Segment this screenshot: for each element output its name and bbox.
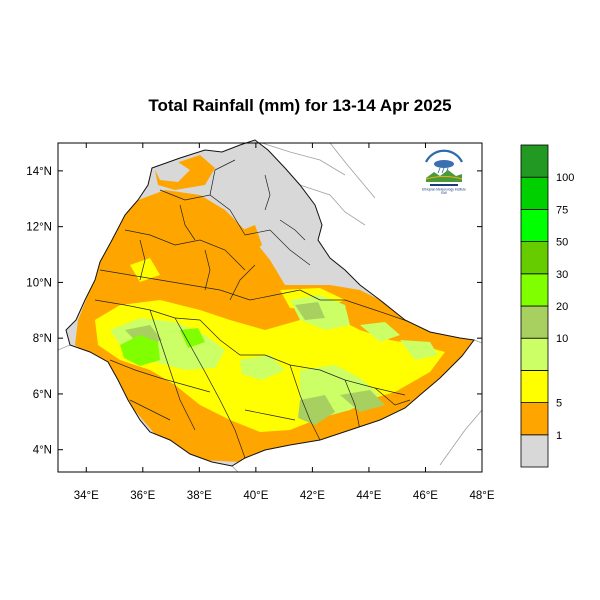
y-tick-label: 8°N — [33, 333, 52, 345]
colorbar-label: 75 — [556, 204, 568, 216]
colorbar-swatch — [520, 208, 549, 242]
x-tick-label: 44°E — [356, 490, 381, 502]
colorbar-label: 30 — [556, 269, 568, 281]
colorbar-swatch — [520, 144, 549, 178]
x-tick-label: 42°E — [300, 490, 325, 502]
colorbar-label: 1 — [556, 430, 562, 442]
colorbar-swatch — [520, 337, 549, 371]
y-tick-label: 10°N — [26, 277, 52, 289]
x-tick-label: 48°E — [469, 490, 494, 502]
x-tick-label: 34°E — [74, 490, 99, 502]
colorbar-swatch — [520, 273, 549, 307]
x-tick-label: 40°E — [243, 490, 268, 502]
colorbar-label: 20 — [556, 301, 568, 313]
y-tick-label: 12°N — [26, 222, 52, 234]
region-boundaries — [94, 159, 411, 459]
x-tick-label: 36°E — [130, 490, 155, 502]
colorbar-swatch — [520, 241, 549, 275]
x-tick-label: 38°E — [187, 490, 212, 502]
colorbar-swatch — [520, 434, 549, 468]
y-tick-label: 6°N — [33, 389, 52, 401]
colorbar-label: 100 — [556, 172, 574, 184]
colorbar-label: 10 — [556, 333, 568, 345]
logo-abbr: EMI — [441, 191, 447, 195]
map-axes: 34°E 36°E 38°E 40°E 42°E 44°E 46°E 48°E 14°N 12°N… — [26, 143, 495, 502]
y-tick-label: 4°N — [33, 445, 52, 457]
colorbar-swatch — [520, 305, 549, 339]
rain-class-below-1 — [155, 145, 345, 278]
emi-logo: Ethiopian Meteorology Institute EMI — [421, 147, 467, 195]
colorbar-label: 50 — [556, 237, 568, 249]
rain-class-30-50 — [120, 328, 205, 366]
x-tick-label: 46°E — [413, 490, 438, 502]
logo-caption: Ethiopian Meteorology Institute — [422, 188, 466, 192]
cloud-icon — [434, 160, 454, 168]
colorbar-swatch — [520, 176, 549, 210]
colorbar-label: 5 — [556, 398, 562, 410]
colorbar-swatch — [520, 402, 549, 436]
map-title: Total Rainfall (mm) for 13-14 Apr 2025 — [148, 96, 452, 115]
colorbar: 1 5 10 20 30 50 75 100 — [520, 144, 574, 468]
colorbar-swatch — [520, 369, 549, 403]
y-tick-label: 14°N — [26, 166, 52, 178]
map-frame — [57, 142, 483, 473]
rainfall-shading — [75, 145, 474, 462]
